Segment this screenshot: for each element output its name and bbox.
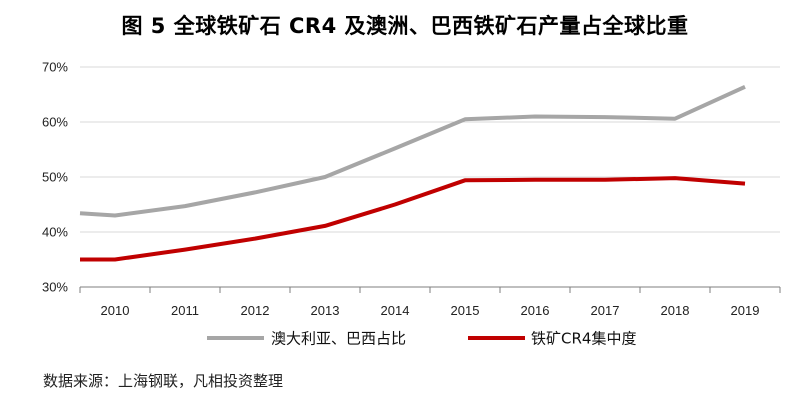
- source-note: 数据来源：上海钢联，凡相投资整理: [43, 372, 284, 390]
- x-tick-label: 2018: [661, 303, 690, 318]
- legend-label-1: 澳大利亚、巴西占比: [271, 330, 406, 348]
- x-tick-label: 2014: [381, 303, 410, 318]
- y-tick-label: 60%: [42, 115, 68, 130]
- y-tick-label: 70%: [42, 60, 68, 75]
- y-tick-label: 30%: [42, 280, 68, 295]
- series-line-1: [79, 84, 746, 218]
- x-tick-label: 2013: [311, 303, 340, 318]
- x-tick-label: 2012: [241, 303, 270, 318]
- x-tick-label: 2015: [451, 303, 480, 318]
- x-tick-label: 2017: [591, 303, 620, 318]
- x-tick-label: 2016: [521, 303, 550, 318]
- legend-label-2: 铁矿CR4集中度: [531, 330, 636, 348]
- legend: 澳大利亚、巴西占比 铁矿CR4集中度: [207, 330, 636, 348]
- y-tick-label: 50%: [42, 170, 68, 185]
- chart-title: 图 5 全球铁矿石 CR4 及澳洲、巴西铁矿石产量占全球比重: [121, 14, 689, 38]
- x-tick-label: 2019: [731, 303, 760, 318]
- series-lines: [79, 84, 746, 262]
- x-tick-label: 2010: [101, 303, 130, 318]
- x-tick-label: 2011: [171, 303, 199, 318]
- series-line-2: [80, 176, 746, 262]
- axes: 30% 40% 50% 60% 70% 2010 2011 2012 2013 2014 2015 2…: [42, 60, 781, 318]
- y-tick-label: 40%: [42, 225, 68, 240]
